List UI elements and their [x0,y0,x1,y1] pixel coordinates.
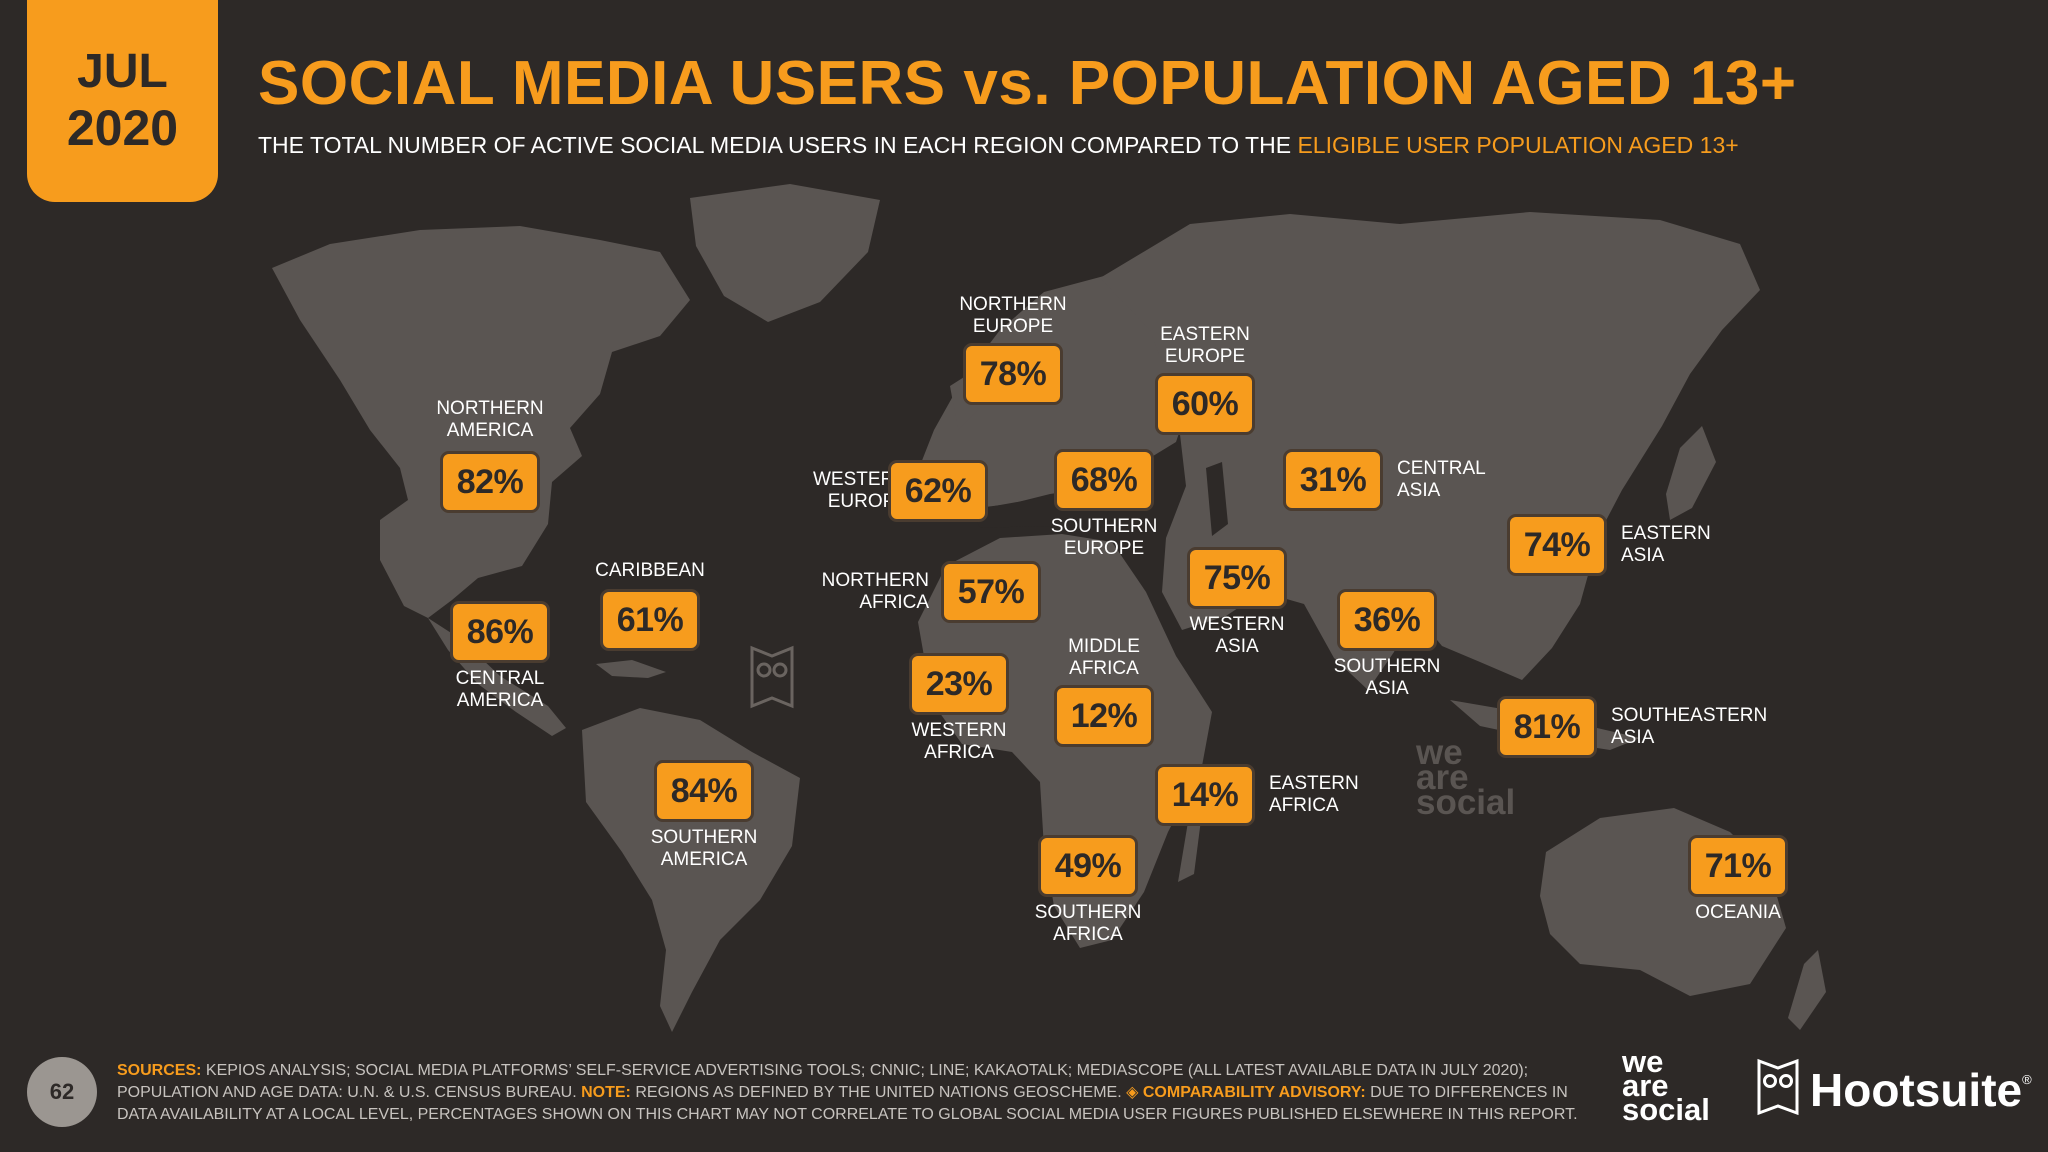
region-label: NORTHERN AMERICA [436,398,544,441]
subtitle-highlight: ELIGIBLE USER POPULATION AGED 13+ [1297,132,1739,158]
registered-mark: ® [2022,1072,2032,1087]
region-label: SOUTHERN AMERICA [650,827,758,870]
region-label: NORTHERN AFRICA [821,570,929,613]
region-percentage: 12% [1054,685,1154,747]
region-percentage: 57% [941,561,1041,623]
region-percentage: 71% [1688,835,1788,897]
region-northern-america: NORTHERN AMERICA 82% [436,398,544,513]
region-percentage: 75% [1187,547,1287,609]
diamond-icon: ◈ [1126,1084,1139,1101]
page-subtitle: THE TOTAL NUMBER OF ACTIVE SOCIAL MEDIA … [258,132,1739,159]
region-label: OCEANIA [1695,902,1781,923]
region-label: SOUTHERN EUROPE [1050,516,1158,559]
page-title: SOCIAL MEDIA USERS vs. POPULATION AGED 1… [258,49,1797,118]
japan-shape [1666,426,1716,520]
advisory-text: DUE TO DIFFERENCES IN DATA AVAILABILITY … [117,1084,1578,1123]
region-label: MIDDLE AFRICA [1068,636,1140,679]
region-western-europe: WESTERN EUROPE 62% [813,460,988,522]
owl-icon [1756,1058,1800,1121]
north-america-shape [272,226,690,618]
region-southeastern-asia: SOUTHEASTERN ASIA 81% [1497,696,1767,758]
region-percentage: 81% [1497,696,1597,758]
region-oceania: OCEANIA 71% [1688,835,1788,923]
advisory-label: COMPARABILITY ADVISORY: [1142,1084,1366,1101]
region-label: WESTERN AFRICA [911,720,1007,763]
subtitle-text: THE TOTAL NUMBER OF ACTIVE SOCIAL MEDIA … [258,132,1292,158]
note-label: NOTE: [581,1084,631,1101]
caribbean-shape [596,660,666,678]
hootsuite-logo: Hootsuite ® [1756,1058,2032,1121]
date-year: 2020 [66,100,179,156]
sources-label: SOURCES: [117,1062,202,1079]
region-eastern-asia: EASTERN ASIA 74% [1507,514,1711,576]
region-percentage: 23% [909,653,1009,715]
region-central-america: CENTRAL AMERICA 86% [450,601,550,711]
region-southern-asia: SOUTHERN ASIA 36% [1334,589,1440,699]
region-northern-europe: NORTHERN EUROPE 78% [959,294,1067,405]
footer-sources: SOURCES: KEPIOS ANALYSIS; SOCIAL MEDIA P… [117,1060,1587,1126]
date-badge: JUL 2020 [27,0,218,202]
region-label: EASTERN ASIA [1621,523,1711,566]
region-percentage: 61% [600,589,700,651]
region-western-africa: WESTERN AFRICA 23% [909,653,1009,763]
sources-text: KEPIOS ANALYSIS; SOCIAL MEDIA PLATFORMS’… [117,1062,1529,1101]
region-label: SOUTHEASTERN ASIA [1611,705,1768,748]
region-percentage: 14% [1155,764,1255,826]
greenland-shape [690,184,880,322]
new-zealand-shape [1788,950,1826,1030]
we-are-social-logo: we are social [1622,1044,1710,1127]
region-label: NORTHERN EUROPE [959,294,1067,337]
region-percentage: 62% [888,460,988,522]
region-label: WESTERN ASIA [1189,614,1285,657]
region-percentage: 36% [1337,589,1437,651]
region-eastern-africa: EASTERN AFRICA 14% [1155,764,1359,826]
region-eastern-europe: EASTERN EUROPE 60% [1155,324,1255,435]
madagascar-shape [1178,812,1202,882]
owl-watermark-icon [748,644,796,715]
region-middle-africa: MIDDLE AFRICA 12% [1054,636,1154,747]
region-label: CENTRAL AMERICA [455,668,545,711]
region-percentage: 68% [1054,449,1154,511]
region-northern-africa: NORTHERN AFRICA 57% [822,561,1041,623]
region-percentage: 74% [1507,514,1607,576]
region-label: CENTRAL ASIA [1397,458,1486,501]
note-text: REGIONS AS DEFINED BY THE UNITED NATIONS… [635,1084,1122,1101]
region-southern-america: SOUTHERN AMERICA 84% [651,760,757,870]
region-label: WESTERN EUROPE [813,469,908,512]
region-label: SOUTHERN AFRICA [1034,902,1142,945]
caspian-sea-shape [1206,462,1228,536]
region-percentage: 86% [450,601,550,663]
we-are-social-watermark: we are social [1416,733,1516,822]
region-label: EASTERN AFRICA [1269,773,1359,816]
region-label: CARIBBEAN [595,560,705,581]
page-number: 62 [27,1057,97,1127]
region-label: SOUTHERN ASIA [1333,656,1441,699]
hootsuite-wordmark: Hootsuite [1810,1063,2023,1116]
region-percentage: 78% [963,343,1063,405]
region-label: EASTERN EUROPE [1160,324,1250,367]
region-percentage: 60% [1155,373,1255,435]
region-caribbean: CARIBBEAN 61% [595,560,705,651]
region-central-asia: CENTRAL ASIA 31% [1283,449,1486,511]
region-percentage: 84% [654,760,754,822]
region-western-asia: WESTERN ASIA 75% [1187,547,1287,657]
region-southern-europe: SOUTHERN EUROPE 68% [1051,449,1157,559]
region-southern-africa: SOUTHERN AFRICA 49% [1035,835,1141,945]
region-percentage: 49% [1038,835,1138,897]
region-percentage: 82% [440,451,540,513]
date-month: JUL [77,45,168,98]
region-percentage: 31% [1283,449,1383,511]
